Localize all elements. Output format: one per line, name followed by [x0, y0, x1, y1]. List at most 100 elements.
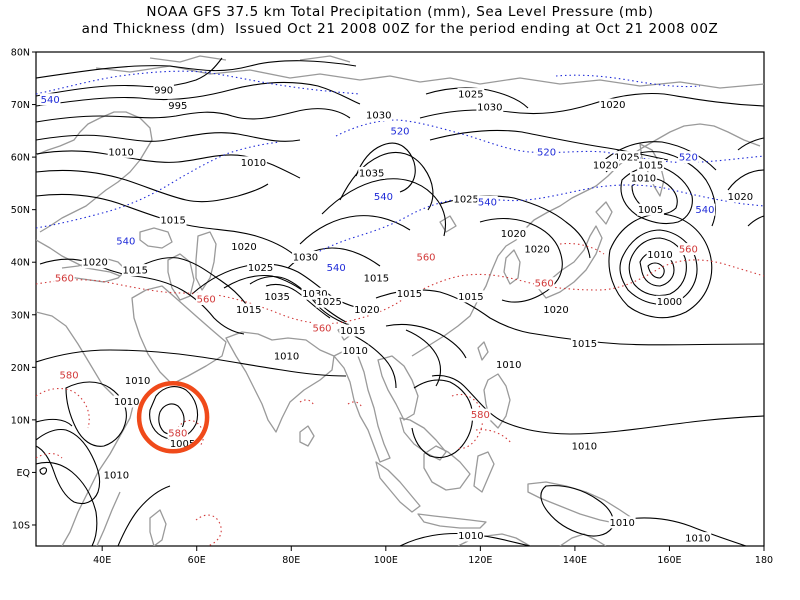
thickness-label-bg — [536, 145, 557, 158]
thickness-label-bg — [415, 250, 437, 263]
lon-tick-label: 180 — [755, 555, 773, 566]
pressure-label-bg — [457, 529, 485, 542]
pressure-label: 990 — [154, 85, 173, 96]
pressure-label: 1010 — [685, 534, 710, 545]
pressure-label: 1015 — [123, 266, 148, 277]
pressure-label: 1005 — [170, 439, 195, 450]
pressure-label-bg — [570, 337, 598, 350]
pressure-label-bg — [240, 156, 267, 169]
thickness-label: 560 — [679, 245, 698, 256]
pressure-label: 1035 — [264, 292, 289, 303]
pressure-label: 1030 — [366, 111, 391, 122]
pressure-label-bg — [263, 290, 291, 303]
pressure-label-bg — [570, 440, 598, 453]
pressure-label: 1030 — [302, 289, 327, 300]
pressure-label: 995 — [168, 101, 187, 112]
pressure-label: 1010 — [104, 471, 129, 482]
lat-tick-label: 70N — [11, 100, 30, 111]
thickness-label-bg — [470, 408, 491, 421]
thickness-label: 520 — [537, 147, 556, 158]
pressure-label-bg — [592, 158, 620, 171]
pressure-label-bg — [292, 250, 319, 263]
pressure-label: 1010 — [114, 397, 139, 408]
pressure-label-bg — [637, 203, 664, 216]
lon-tick-label: 140E — [563, 555, 587, 566]
pressure-label: 1020 — [501, 229, 526, 240]
pressure-label: 1010 — [125, 376, 150, 387]
pressure-label-bg — [121, 264, 149, 277]
thickness-label: 540 — [478, 197, 497, 208]
thickness-label: 540 — [327, 263, 346, 274]
thickness-label-bg — [678, 243, 699, 256]
thickness-label: 520 — [390, 126, 409, 137]
thickness-label: 560 — [535, 279, 554, 290]
pressure-label-bg — [452, 193, 480, 206]
pressure-label-bg — [684, 532, 712, 545]
thickness-label: 560 — [197, 295, 216, 306]
pressure-label-bg — [315, 295, 343, 308]
pressure-label: 1015 — [340, 326, 365, 337]
pressure-label: 1010 — [458, 531, 483, 542]
pressure-label: 1015 — [638, 160, 663, 171]
lon-tick-label: 100E — [374, 555, 398, 566]
lat-tick-label: 10S — [12, 520, 30, 531]
pressure-label: 1020 — [728, 192, 753, 203]
pressure-label-bg — [107, 145, 135, 158]
pressure-label: 1015 — [572, 339, 597, 350]
lon-tick-label: 80E — [282, 555, 300, 566]
pressure-label-bg — [339, 324, 367, 337]
lat-tick-label: 50N — [11, 205, 30, 216]
pressure-label: 1005 — [638, 205, 663, 216]
thickness-label: 580 — [60, 371, 79, 382]
pressure-label-bg — [495, 358, 523, 371]
thickness-label-bg — [533, 277, 555, 290]
pressure-label-bg — [230, 240, 258, 253]
thickness-label-bg — [694, 203, 716, 216]
pressure-label: 1020 — [524, 245, 549, 256]
pressure-label-bg — [613, 151, 641, 164]
pressure-label: 1030 — [293, 252, 318, 263]
lat-tick-label: 60N — [11, 153, 30, 164]
lat-tick-label: 80N — [11, 48, 30, 59]
thickness-label-bg — [373, 190, 394, 203]
pressure-label-bg — [599, 98, 627, 111]
pressure-label: 1020 — [231, 242, 256, 253]
pressure-label-bg — [113, 395, 141, 408]
pressure-label: 1020 — [543, 305, 568, 316]
pressure-label-bg — [153, 83, 174, 96]
thickness-label: 580 — [168, 429, 187, 440]
thickness-label-bg — [167, 427, 189, 440]
pressure-label: 1035 — [359, 168, 384, 179]
pressure-label: 1020 — [354, 305, 379, 316]
pressure-label: 1025 — [458, 90, 483, 101]
thickness-label: 540 — [695, 205, 714, 216]
pressure-label: 1010 — [108, 147, 133, 158]
pressure-label: 1010 — [241, 158, 266, 169]
thickness-label: 520 — [679, 153, 698, 164]
thickness-label-bg — [325, 261, 347, 274]
pressure-label: 1025 — [614, 153, 639, 164]
pressure-label: 1010 — [609, 518, 634, 529]
thickness-label-bg — [311, 321, 333, 334]
map-title-line-2: and Thickness (dm) Issued Oct 21 2008 00… — [81, 21, 719, 37]
pressure-label-bg — [247, 261, 274, 274]
pressure-label-bg — [159, 214, 187, 227]
pressure-label: 1025 — [248, 263, 273, 274]
pressure-label: 1000 — [657, 297, 682, 308]
pressure-label-bg — [630, 172, 657, 185]
thickness-label-bg — [39, 93, 61, 106]
thickness-contours-low — [36, 70, 764, 263]
pressure-label-bg — [457, 290, 485, 303]
pressure-label-bg — [637, 158, 664, 171]
lat-tick-label: 10N — [11, 415, 30, 426]
pressure-label: 1010 — [647, 250, 672, 261]
pressure-label-bg — [235, 303, 263, 316]
pressure-label: 1025 — [316, 297, 341, 308]
pressure-label: 1015 — [236, 305, 261, 316]
lon-tick-label: 60E — [188, 555, 206, 566]
thickness-label-bg — [195, 293, 217, 305]
pressure-label-bg — [365, 109, 393, 122]
pressure-label-bg — [341, 344, 369, 357]
pressure-label-bg — [523, 243, 551, 256]
